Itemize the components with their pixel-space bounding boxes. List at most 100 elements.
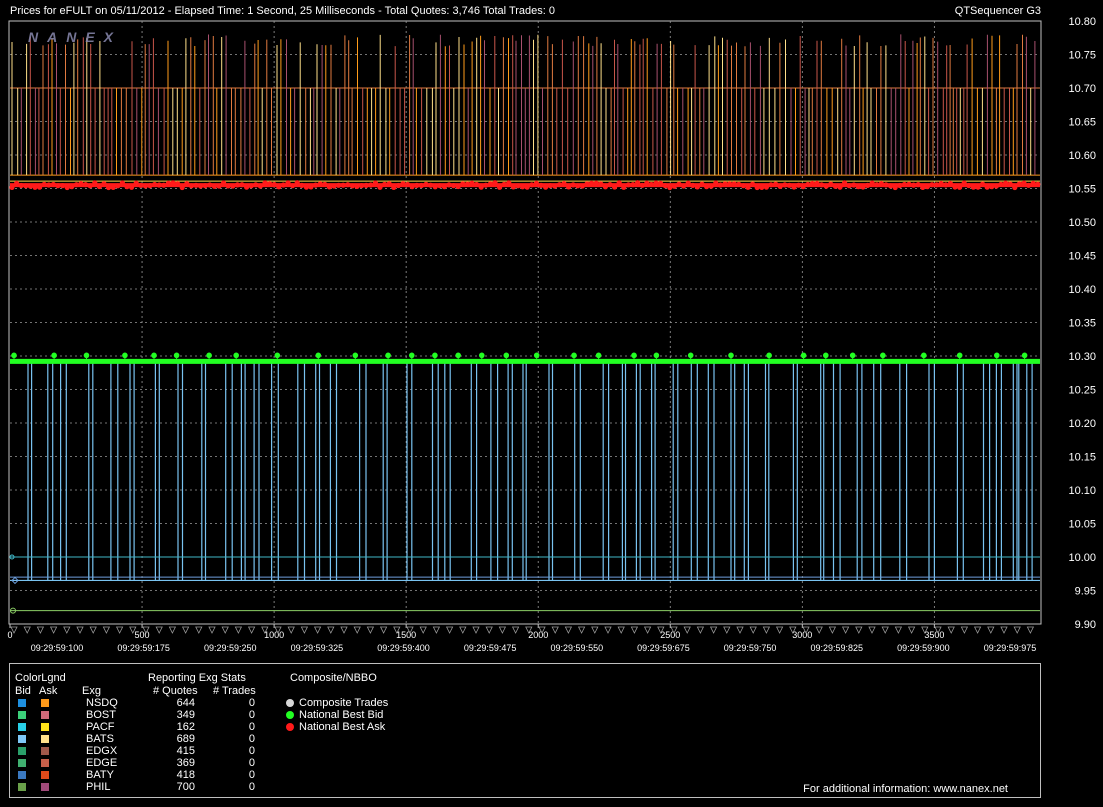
bid-quote-pulse xyxy=(129,362,135,581)
quote-count: 700 xyxy=(176,781,195,793)
national-best-ask-point xyxy=(1021,180,1027,186)
national-best-ask-point xyxy=(805,181,811,188)
national-best-ask-point xyxy=(331,183,337,189)
y-tick-label: 10.20 xyxy=(1068,418,1096,430)
time-marker xyxy=(868,626,876,634)
time-marker xyxy=(1013,626,1021,634)
national-best-ask-point xyxy=(934,182,940,188)
time-label: 09:29:59:100 xyxy=(31,643,84,653)
legend-row-baty: BATY 418 0 xyxy=(10,769,270,781)
national-best-ask-point xyxy=(731,181,737,187)
national-best-ask-point xyxy=(336,182,342,188)
bid-quote-pulse xyxy=(1026,362,1033,581)
national-best-ask-point xyxy=(970,184,977,190)
national-best-bid-point xyxy=(385,352,391,359)
national-best-ask-point xyxy=(317,181,323,187)
national-best-ask-point xyxy=(556,182,563,188)
bid-color-swatch xyxy=(18,735,26,743)
time-marker xyxy=(406,626,414,634)
national-best-ask-point xyxy=(83,182,89,188)
national-best-ask-point xyxy=(87,183,93,189)
national-best-ask-point xyxy=(184,181,190,187)
x-tick-label: 2500 xyxy=(660,630,680,640)
time-marker xyxy=(709,626,718,634)
exchange-name: BATY xyxy=(86,769,114,781)
national-best-ask-point xyxy=(584,181,590,187)
time-marker xyxy=(802,626,810,634)
national-best-ask-point xyxy=(432,184,438,190)
national-best-ask-point xyxy=(989,184,995,190)
national-best-ask-point xyxy=(911,182,917,188)
time-axis-labels: 09:29:59:100 09:29:59:175 09:29:59:250 09:2… xyxy=(31,643,1037,653)
national-best-ask-point xyxy=(1035,181,1041,187)
bid-quote-pulse xyxy=(873,362,882,581)
national-best-ask-point xyxy=(1016,181,1023,187)
time-marker xyxy=(472,626,480,634)
national-best-ask-point xyxy=(391,184,397,190)
national-best-ask-point xyxy=(639,182,645,188)
legend-ask-header: Ask xyxy=(39,685,58,697)
time-label: 09:29:59:325 xyxy=(291,643,344,653)
national-best-ask-point xyxy=(225,183,231,189)
time-marker xyxy=(749,626,757,634)
time-marker xyxy=(313,626,322,634)
national-best-ask-point xyxy=(593,180,599,186)
national-best-ask-point xyxy=(786,182,793,188)
exchange-name: EDGX xyxy=(86,745,118,757)
time-marker xyxy=(221,626,229,634)
national-best-ask-point xyxy=(658,180,664,186)
national-best-ask-point xyxy=(943,182,949,188)
national-best-ask-point xyxy=(644,180,650,186)
bid-quote-pulse xyxy=(470,362,478,581)
national-best-ask-point xyxy=(405,181,411,188)
bid-quote-pulse xyxy=(764,362,770,581)
national-best-ask-point xyxy=(299,182,305,188)
national-best-ask-point xyxy=(216,183,222,189)
national-best-ask-point xyxy=(441,184,447,190)
national-best-bid-point xyxy=(315,352,322,359)
national-best-ask-point xyxy=(727,181,733,187)
national-best-ask-point xyxy=(230,183,236,189)
national-best-ask-point xyxy=(60,183,66,189)
national-best-ask-point xyxy=(377,184,383,190)
national-best-ask-point xyxy=(952,184,958,190)
national-best-ask-point xyxy=(267,181,273,187)
national-best-ask-point xyxy=(515,183,521,189)
legend-row-phil: PHIL 700 0 xyxy=(10,781,270,793)
national-best-ask-point xyxy=(1012,184,1018,191)
national-best-ask-point xyxy=(860,184,866,190)
composite-label: Composite Trades xyxy=(299,697,389,709)
national-best-ask-point xyxy=(520,184,526,190)
national-best-bid-point xyxy=(823,352,829,359)
national-best-ask-point xyxy=(363,182,369,188)
legend-row-bats: BATS 689 0 xyxy=(10,733,270,745)
national-best-ask-point xyxy=(239,182,245,188)
national-best-ask-point xyxy=(262,180,268,186)
national-best-ask-point xyxy=(437,183,443,189)
national-best-ask-point xyxy=(842,180,848,186)
national-best-ask-point xyxy=(124,184,130,190)
national-best-bid-point xyxy=(151,352,157,359)
time-marker xyxy=(855,626,863,634)
national-best-bid-point xyxy=(653,352,660,359)
national-best-ask-point xyxy=(92,180,98,186)
time-marker xyxy=(960,626,969,634)
bid-quote-pulse xyxy=(240,362,246,581)
national-best-ask-point xyxy=(566,184,572,190)
national-best-ask-point xyxy=(142,183,148,189)
time-label: 09:29:59:675 xyxy=(637,643,690,653)
national-best-ask-point xyxy=(271,181,277,188)
flat-marker xyxy=(9,554,15,560)
national-best-ask-point xyxy=(386,181,392,187)
national-best-bid-point xyxy=(956,352,963,359)
time-marker xyxy=(76,626,84,634)
time-marker xyxy=(564,626,573,634)
national-best-ask-point xyxy=(152,181,158,188)
quote-count: 162 xyxy=(176,721,195,733)
national-best-ask-point xyxy=(736,181,742,187)
national-best-ask-point xyxy=(46,182,52,188)
bid-quote-lines xyxy=(10,362,1040,582)
national-best-ask-point xyxy=(129,184,135,190)
national-best-bid-point xyxy=(173,352,180,359)
legend-color-title: ColorLgnd xyxy=(15,672,66,684)
